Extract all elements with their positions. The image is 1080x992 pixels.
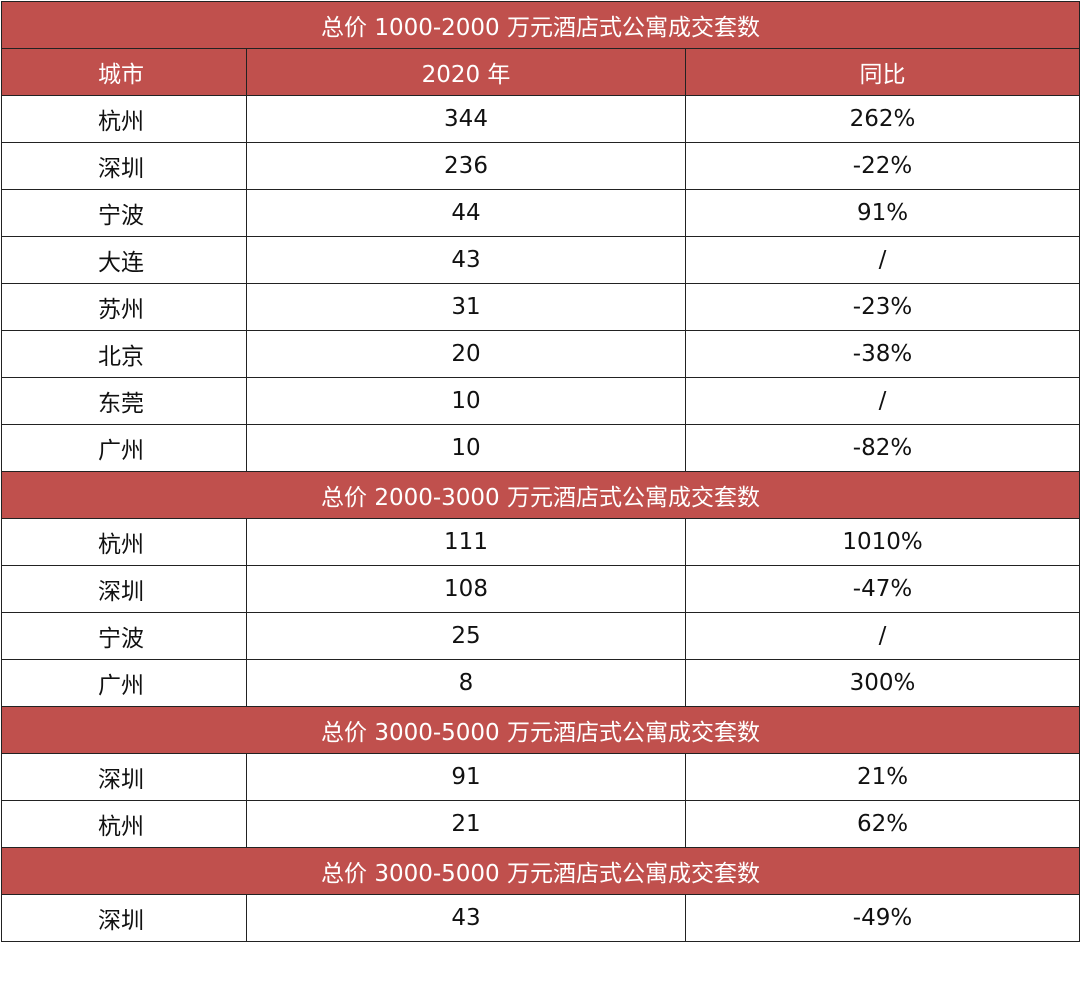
- table-row: 北京 20 -38%: [1, 330, 1080, 378]
- column-header-yoy: 同比: [684, 48, 1080, 96]
- count-cell: 8: [246, 659, 686, 707]
- section-title-row: 总价 2000-3000 万元酒店式公寓成交套数: [0, 471, 1080, 519]
- count-cell: 43: [246, 236, 686, 284]
- city-cell: 宁波: [1, 612, 247, 660]
- yoy-cell: 21%: [684, 753, 1080, 801]
- table-row: 广州 10 -82%: [1, 424, 1080, 472]
- yoy-cell: -22%: [684, 142, 1080, 190]
- table-row: 杭州 344 262%: [1, 95, 1080, 143]
- table-row: 宁波 25 /: [1, 612, 1080, 660]
- table-row: 杭州 111 1010%: [1, 518, 1080, 566]
- yoy-cell: /: [684, 236, 1080, 284]
- city-cell: 东莞: [1, 377, 247, 425]
- table-row: 苏州 31 -23%: [1, 283, 1080, 331]
- city-cell: 杭州: [1, 518, 247, 566]
- count-cell: 10: [246, 424, 686, 472]
- yoy-cell: 62%: [684, 800, 1080, 848]
- table-row: 深圳 236 -22%: [1, 142, 1080, 190]
- section-title: 总价 1000-2000 万元酒店式公寓成交套数: [0, 1, 1080, 49]
- yoy-cell: -82%: [684, 424, 1080, 472]
- table-row: 东莞 10 /: [1, 377, 1080, 425]
- count-cell: 111: [246, 518, 686, 566]
- count-cell: 21: [246, 800, 686, 848]
- column-header-year: 2020 年: [246, 48, 686, 96]
- count-cell: 10: [246, 377, 686, 425]
- city-cell: 苏州: [1, 283, 247, 331]
- table-row: 大连 43 /: [1, 236, 1080, 284]
- deal-count-table: 总价 1000-2000 万元酒店式公寓成交套数 城市 2020 年 同比 杭州…: [0, 1, 1080, 942]
- city-cell: 深圳: [1, 565, 247, 613]
- count-cell: 344: [246, 95, 686, 143]
- table-row: 深圳 91 21%: [1, 753, 1080, 801]
- city-cell: 杭州: [1, 800, 247, 848]
- yoy-cell: -47%: [684, 565, 1080, 613]
- yoy-cell: 300%: [684, 659, 1080, 707]
- table-row: 广州 8 300%: [1, 659, 1080, 707]
- count-cell: 236: [246, 142, 686, 190]
- yoy-cell: -38%: [684, 330, 1080, 378]
- city-cell: 宁波: [1, 189, 247, 237]
- city-cell: 杭州: [1, 95, 247, 143]
- section-title-row: 总价 1000-2000 万元酒店式公寓成交套数: [0, 1, 1080, 49]
- table-row: 深圳 108 -47%: [1, 565, 1080, 613]
- count-cell: 43: [246, 894, 686, 942]
- count-cell: 91: [246, 753, 686, 801]
- city-cell: 广州: [1, 424, 247, 472]
- city-cell: 深圳: [1, 753, 247, 801]
- yoy-cell: /: [684, 612, 1080, 660]
- column-header-row: 城市 2020 年 同比: [1, 48, 1080, 96]
- count-cell: 25: [246, 612, 686, 660]
- city-cell: 大连: [1, 236, 247, 284]
- yoy-cell: 262%: [684, 95, 1080, 143]
- count-cell: 20: [246, 330, 686, 378]
- section-title: 总价 3000-5000 万元酒店式公寓成交套数: [0, 706, 1080, 754]
- table-row: 宁波 44 91%: [1, 189, 1080, 237]
- table-row: 杭州 21 62%: [1, 800, 1080, 848]
- yoy-cell: -23%: [684, 283, 1080, 331]
- city-cell: 深圳: [1, 142, 247, 190]
- city-cell: 广州: [1, 659, 247, 707]
- section-title: 总价 2000-3000 万元酒店式公寓成交套数: [0, 471, 1080, 519]
- section-title: 总价 3000-5000 万元酒店式公寓成交套数: [0, 847, 1080, 895]
- count-cell: 108: [246, 565, 686, 613]
- city-cell: 深圳: [1, 894, 247, 942]
- yoy-cell: 1010%: [684, 518, 1080, 566]
- yoy-cell: 91%: [684, 189, 1080, 237]
- column-header-city: 城市: [1, 48, 247, 96]
- count-cell: 31: [246, 283, 686, 331]
- city-cell: 北京: [1, 330, 247, 378]
- table-row: 深圳 43 -49%: [1, 894, 1080, 942]
- count-cell: 44: [246, 189, 686, 237]
- yoy-cell: /: [684, 377, 1080, 425]
- section-title-row: 总价 3000-5000 万元酒店式公寓成交套数: [0, 706, 1080, 754]
- yoy-cell: -49%: [684, 894, 1080, 942]
- section-title-row: 总价 3000-5000 万元酒店式公寓成交套数: [0, 847, 1080, 895]
